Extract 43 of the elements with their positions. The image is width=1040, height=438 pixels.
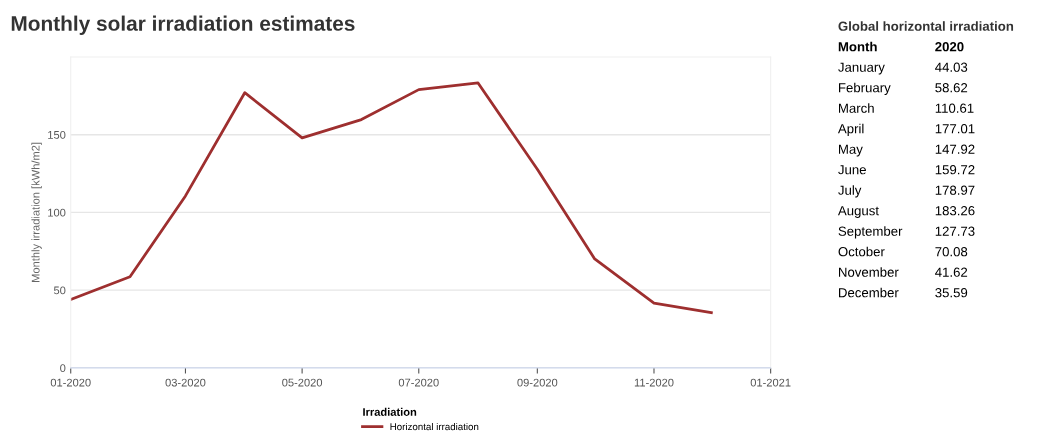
y-tick-label: 150: [48, 130, 66, 139]
data-label: 178.97: [935, 185, 975, 195]
text: Global horizontal irradiation: [838, 21, 1014, 31]
y-tick-label: 0: [60, 364, 66, 373]
category-label: April: [837, 123, 864, 136]
category-label: October: [838, 246, 885, 257]
data-label: 183.26: [935, 206, 975, 216]
data-label: 177.01: [935, 124, 975, 134]
legend-title: Irradiation: [363, 407, 417, 416]
y-axis-title: Monthly irradiation [kWh/m2]: [31, 142, 42, 282]
category-label: January: [838, 62, 885, 75]
x-tick-label: 01-2020: [50, 378, 91, 387]
category-label: June: [838, 165, 866, 175]
category-label: August: [837, 206, 879, 218]
line-series: [70, 81, 713, 314]
x-tick-label: 03-2020: [165, 378, 206, 387]
category-label: November: [839, 267, 899, 277]
data-label: 35.59: [935, 288, 968, 298]
category-label: March: [839, 103, 874, 113]
text: 2020: [935, 42, 964, 52]
data-label: 41.62: [935, 267, 968, 277]
category-label: December: [839, 287, 899, 298]
x-tick-label: 05-2020: [282, 378, 323, 387]
text: Month: [838, 41, 877, 52]
x-tick-label: 11-2020: [634, 378, 674, 387]
x-tick-label: 01-2021: [750, 378, 791, 387]
category-label: July: [838, 185, 862, 198]
x-tick-label: 07-2020: [398, 378, 439, 387]
y-tick-label: 50: [53, 286, 66, 295]
data-label: 58.62: [935, 83, 968, 93]
chart-title: Monthly solar irradiation estimates: [11, 15, 355, 35]
data-label: 44.03: [935, 62, 968, 72]
category-label: September: [838, 226, 903, 239]
data-label: 147.92: [935, 144, 975, 154]
y-tick-label: 100: [48, 208, 66, 217]
data-label: 127.73: [935, 226, 975, 236]
data-label: 110.61: [935, 103, 974, 113]
category-label: February: [839, 82, 891, 95]
legend-label: Horizontal irradiation: [390, 422, 479, 431]
data-label: 70.08: [935, 247, 968, 257]
category-label: May: [839, 144, 863, 157]
data-label: 159.72: [935, 165, 975, 175]
x-tick-label: 09-2020: [517, 378, 558, 387]
